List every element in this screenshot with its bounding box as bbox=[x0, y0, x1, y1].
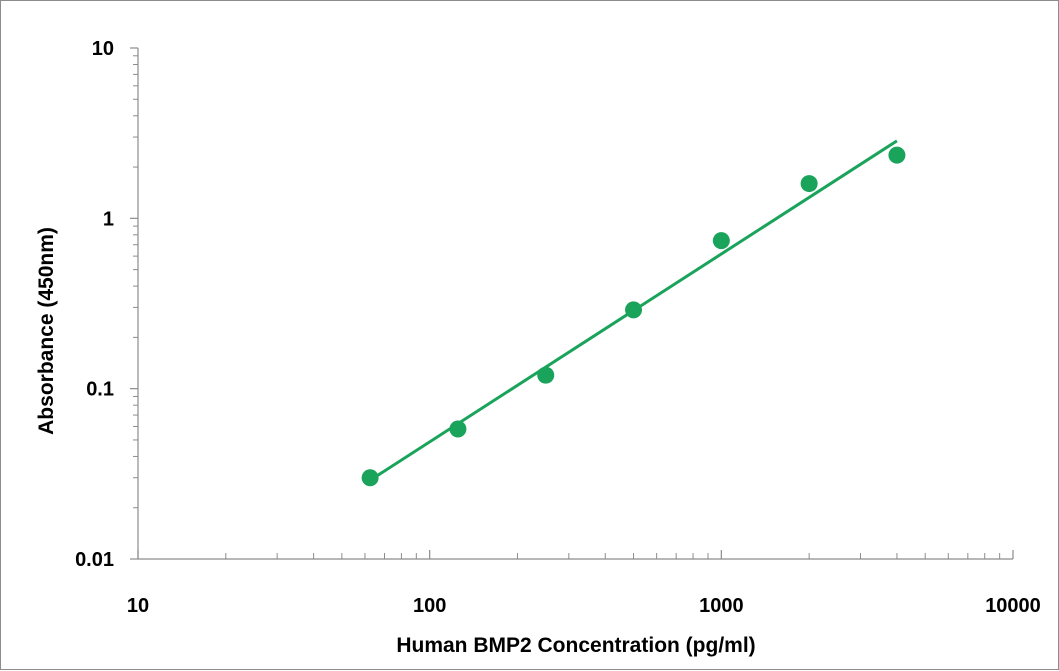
x-tick-label: 100 bbox=[413, 595, 446, 617]
x-tick-label: 10000 bbox=[985, 595, 1041, 617]
data-point bbox=[537, 366, 555, 384]
data-point bbox=[449, 420, 467, 438]
x-axis-title: Human BMP2 Concentration (pg/ml) bbox=[396, 634, 755, 657]
y-axis-title: Absorbance (450nm) bbox=[35, 227, 58, 435]
x-tick-label: 1000 bbox=[699, 595, 744, 617]
y-tick-label: 0.01 bbox=[75, 549, 114, 571]
y-tick-label: 1 bbox=[103, 208, 114, 230]
x-tick-label: 10 bbox=[127, 595, 149, 617]
y-tick-label: 0.1 bbox=[86, 379, 114, 401]
y-tick-label: 10 bbox=[92, 38, 114, 60]
tick-labels: 10 1 0.1 0.01 10 100 1000 10000 bbox=[75, 38, 1041, 617]
axes bbox=[137, 48, 1013, 560]
data-point bbox=[712, 232, 730, 250]
data-point bbox=[888, 146, 906, 164]
axis-ticks bbox=[130, 47, 1014, 560]
data-point bbox=[361, 469, 379, 487]
data-points bbox=[361, 146, 906, 487]
data-point bbox=[800, 175, 818, 193]
data-point bbox=[625, 301, 643, 319]
